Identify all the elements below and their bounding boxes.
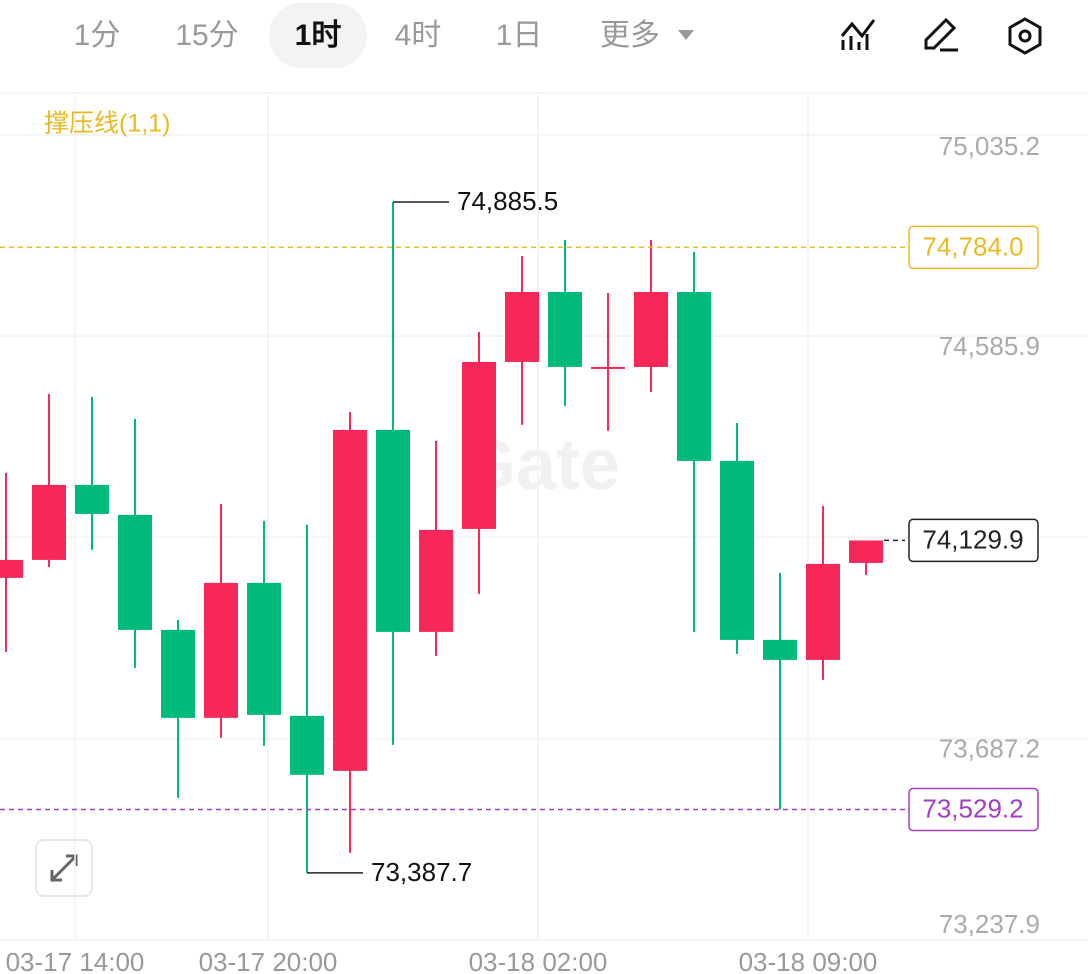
settings-icon[interactable] <box>1008 17 1042 55</box>
last_price-label-box <box>908 518 1039 563</box>
interval-tab[interactable]: 更多 <box>600 19 660 52</box>
candle-body <box>720 460 754 640</box>
support-label: 73,529.2 <box>922 793 1023 823</box>
candle-body <box>75 484 109 514</box>
candle-body <box>505 291 539 362</box>
last_price-label: 74,129.9 <box>922 524 1023 554</box>
plot: 03-17 14:00 03-17 20:00 03-18 02:00 03-18 0… <box>0 95 1088 974</box>
candle-body <box>161 629 195 718</box>
candle-body <box>0 559 23 578</box>
draw-icon[interactable] <box>924 17 958 52</box>
candle-body <box>32 484 66 560</box>
low_annotation-text: 73,387.7 <box>371 857 472 887</box>
support-label-box <box>908 787 1039 832</box>
interval-tab[interactable]: 1分 <box>74 19 121 52</box>
candle-body <box>462 361 496 529</box>
high_annotation-text: 74,885.5 <box>457 186 558 216</box>
dropdown-arrow <box>678 30 694 40</box>
candle-body <box>591 366 625 369</box>
interval-tab[interactable]: 15分 <box>175 19 238 52</box>
indicator-icon[interactable] <box>840 19 876 50</box>
y-tick-label: 73,237.9 <box>939 909 1040 939</box>
candle-body <box>118 514 152 630</box>
interval-tab[interactable]: 1时 <box>295 19 342 52</box>
candle-body <box>849 540 883 563</box>
toolbar <box>0 0 1088 93</box>
candle-body <box>634 291 668 367</box>
y-tick-label: 75,035.2 <box>939 131 1040 161</box>
candle-body <box>548 291 582 367</box>
active-tab-bg <box>269 3 367 68</box>
candle-body <box>763 639 797 660</box>
y-tick-label: 73,687.2 <box>939 734 1040 764</box>
x-tick-label: 03-17 20:00 <box>199 947 338 974</box>
fullscreen-button[interactable] <box>35 839 93 897</box>
candle-body <box>204 582 238 718</box>
x-tick-label: 03-18 02:00 <box>469 947 608 974</box>
candle-body <box>419 529 453 632</box>
x-tick-label: 03-17 14:00 <box>6 947 145 974</box>
candle-body <box>333 429 367 771</box>
candle-body <box>677 291 711 461</box>
interval-tab[interactable]: 4时 <box>395 19 442 52</box>
candle-body <box>806 563 840 660</box>
candle-body <box>290 715 324 775</box>
interval-tab[interactable]: 1日 <box>496 19 543 52</box>
resistance-label-box <box>908 225 1039 270</box>
resistance-label: 74,784.0 <box>922 231 1023 261</box>
x-tick-label: 03-18 09:00 <box>739 947 878 974</box>
candle-body <box>376 429 410 632</box>
y-tick-label: 74,585.9 <box>939 331 1040 361</box>
candle-body <box>247 582 281 715</box>
indicator-legend: 撑压线(1,1) <box>44 110 170 138</box>
